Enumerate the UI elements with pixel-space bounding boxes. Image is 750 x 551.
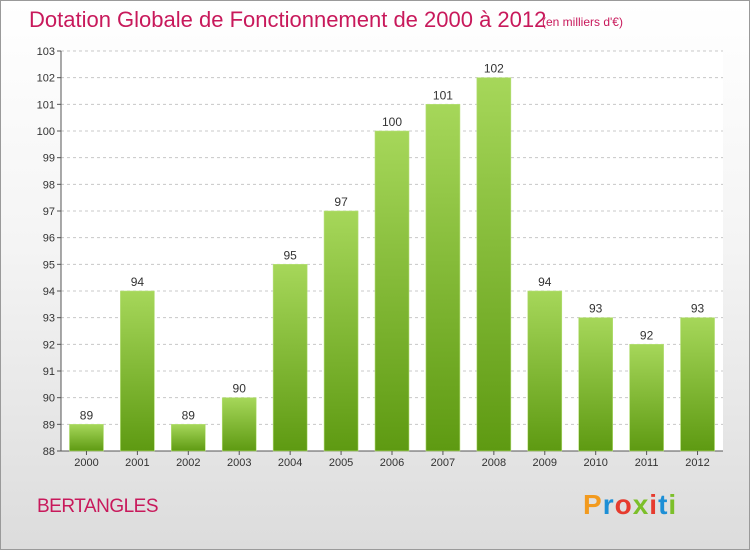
x-tick-label: 2003	[227, 457, 251, 469]
bar	[425, 104, 461, 452]
x-tick-label: 2010	[583, 457, 607, 469]
bar	[578, 317, 613, 452]
x-tick-label: 2008	[482, 457, 506, 469]
bar	[374, 130, 410, 452]
x-tick-label: 2011	[635, 457, 659, 469]
y-tick-label: 91	[43, 366, 55, 378]
y-tick-label: 99	[43, 153, 55, 165]
data-label: 89	[182, 408, 196, 422]
bar	[171, 424, 206, 452]
data-label: 89	[80, 408, 94, 422]
y-tick-label: 95	[43, 259, 55, 271]
bar	[527, 290, 563, 452]
logo-letter: i	[649, 489, 659, 520]
logo-letter: P	[583, 489, 603, 520]
bar	[69, 424, 104, 452]
y-tick-label: 101	[37, 99, 55, 111]
y-tick-label: 89	[43, 419, 55, 431]
x-tick-label: 2000	[74, 457, 98, 469]
bar	[629, 344, 664, 452]
data-label: 93	[691, 302, 705, 316]
x-tick-label: 2004	[278, 457, 302, 469]
bar	[120, 290, 155, 452]
data-label: 97	[334, 195, 348, 209]
unit-note: (en milliers d'€)	[542, 15, 623, 29]
logo-letter: o	[614, 489, 633, 520]
y-tick-label: 97	[43, 206, 55, 218]
chart-title: Dotation Globale de Fonctionnement de 20…	[29, 7, 547, 32]
logo-letter: x	[632, 489, 650, 520]
logo-letter: i	[668, 489, 678, 520]
x-tick-label: 2001	[125, 457, 149, 469]
y-tick-label: 103	[37, 46, 55, 58]
x-tick-label: 2007	[431, 457, 455, 469]
data-label: 92	[640, 328, 654, 342]
y-tick-label: 98	[43, 179, 55, 191]
x-tick-label: 2006	[380, 457, 404, 469]
x-tick-label: 2012	[685, 457, 709, 469]
y-tick-label: 96	[43, 233, 55, 245]
data-label: 100	[382, 115, 402, 129]
y-tick-label: 92	[43, 339, 55, 351]
y-tick-label: 100	[37, 126, 55, 138]
bar	[323, 210, 359, 452]
data-label: 94	[131, 275, 145, 289]
logo-letter: t	[658, 489, 669, 520]
data-label: 102	[484, 62, 504, 76]
bar	[476, 77, 512, 452]
y-tick-label: 90	[43, 393, 55, 405]
data-label: 101	[433, 88, 453, 102]
x-tick-label: 2009	[533, 457, 557, 469]
data-label: 90	[233, 382, 247, 396]
data-label: 95	[283, 248, 297, 262]
commune-name: BERTANGLES	[37, 496, 159, 517]
y-tick-label: 88	[43, 446, 55, 458]
x-tick-label: 2005	[329, 457, 353, 469]
x-tick-label: 2002	[176, 457, 200, 469]
y-tick-label: 93	[43, 313, 55, 325]
proxiti-logo: Proxiti	[583, 489, 677, 521]
bar	[680, 317, 715, 452]
bar	[221, 397, 257, 452]
bar	[272, 264, 308, 452]
data-label: 93	[589, 302, 603, 316]
logo-letter: r	[602, 489, 615, 520]
data-label: 94	[538, 275, 552, 289]
y-tick-label: 102	[37, 73, 55, 85]
y-tick-label: 94	[43, 286, 55, 298]
